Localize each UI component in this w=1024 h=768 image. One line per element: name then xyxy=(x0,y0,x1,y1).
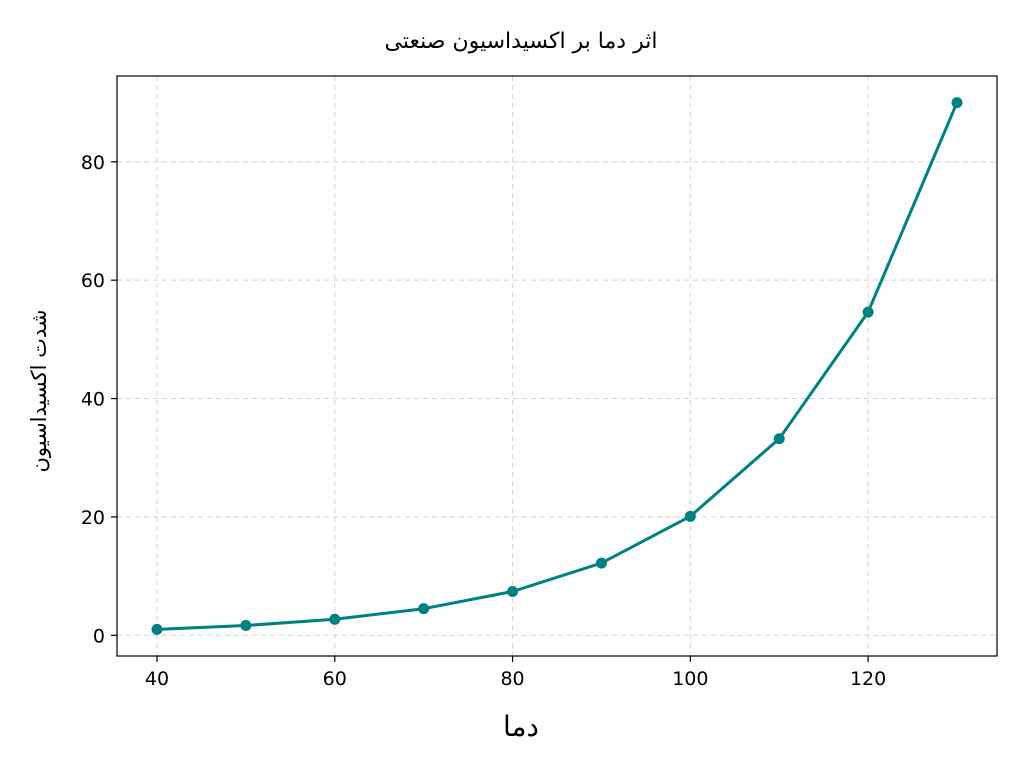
tick-layer: 40 60 80 100 120 0 20 40 60 80 xyxy=(81,152,886,690)
data-point xyxy=(773,433,785,445)
x-tick-label: 60 xyxy=(323,668,347,690)
x-tick-label: 100 xyxy=(672,668,708,690)
y-tick-label: 80 xyxy=(81,152,105,174)
plot-frame xyxy=(116,75,998,657)
x-tick-label: 120 xyxy=(850,668,886,690)
data-point xyxy=(151,623,163,635)
data-point xyxy=(329,613,341,625)
x-axis-label: دما xyxy=(503,710,539,743)
x-tick-label: 40 xyxy=(145,668,169,690)
data-point xyxy=(862,306,874,318)
y-tick-label: 0 xyxy=(93,625,105,647)
y-tick-label: 40 xyxy=(81,389,105,411)
data-point xyxy=(595,557,607,569)
x-tick-label: 80 xyxy=(500,668,524,690)
y-tick-label: 60 xyxy=(81,270,105,292)
chart-title: اثر دما بر اکسیداسیون صنعتی xyxy=(385,29,658,54)
data-point xyxy=(418,603,430,615)
data-point xyxy=(684,510,696,522)
y-tick-label: 20 xyxy=(81,507,105,529)
series-layer xyxy=(151,97,963,635)
data-point xyxy=(240,620,252,632)
data-point xyxy=(507,585,519,597)
grid xyxy=(117,76,997,656)
y-axis-label: شدت اکسیداسیون xyxy=(27,309,51,472)
series-line xyxy=(156,102,959,631)
data-point xyxy=(951,97,963,109)
